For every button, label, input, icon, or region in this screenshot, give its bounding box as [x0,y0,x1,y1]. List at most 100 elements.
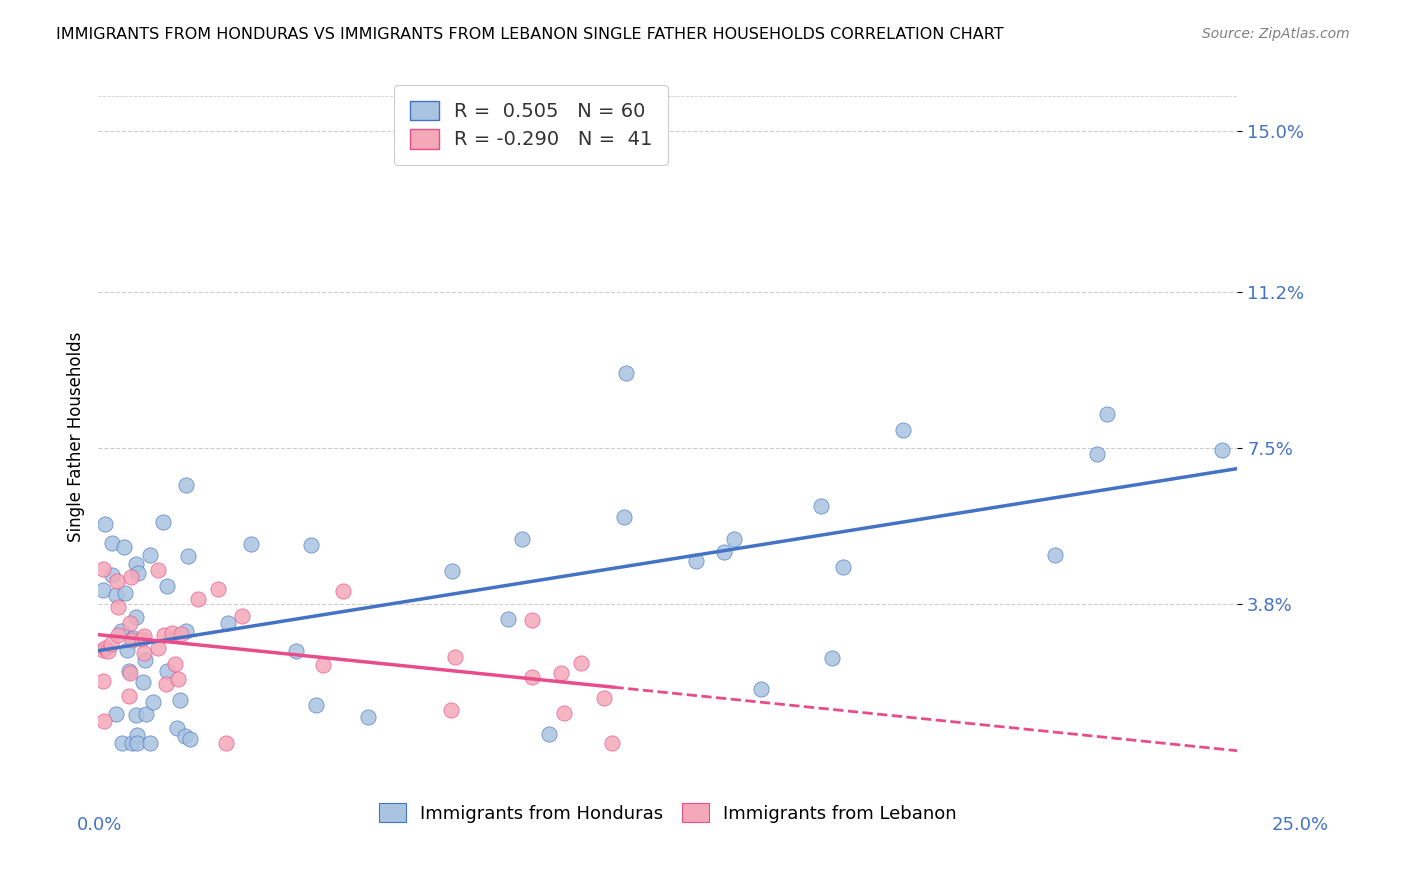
Point [111,736,134,750]
Point [357,710,380,724]
Point [312,658,335,673]
Point [101,568,124,582]
Point [105,707,128,722]
Point [132,646,155,660]
Point [155,677,177,691]
Legend: Immigrants from Honduras, Immigrants from Lebanon: Immigrants from Honduras, Immigrants fro… [370,794,966,831]
Point [163,657,186,671]
Point [520,613,543,627]
Point [134,653,156,667]
Point [179,732,201,747]
Point [135,707,157,722]
Point [125,708,148,723]
Point [97,643,120,657]
Point [174,729,197,743]
Point [118,615,141,630]
Point [100,535,122,549]
Point [93,714,115,728]
Point [127,736,149,750]
Point [162,625,184,640]
Point [152,515,174,529]
Point [440,703,463,717]
Point [132,674,155,689]
Point [496,612,519,626]
Point [118,689,141,703]
Point [723,532,745,546]
Point [121,736,143,750]
Point [127,566,149,580]
Point [284,644,307,658]
Point [444,650,467,665]
Point [810,499,832,513]
Point [115,643,138,657]
Point [174,478,197,492]
Point [240,536,263,550]
Point [553,706,575,720]
Point [122,631,145,645]
Point [94,640,117,655]
Point [125,728,148,742]
Point [91,562,114,576]
Point [156,664,179,678]
Point [550,665,572,680]
Point [139,548,162,562]
Point [166,673,188,687]
Point [510,532,533,546]
Text: IMMIGRANTS FROM HONDURAS VS IMMIGRANTS FROM LEBANON SINGLE FATHER HOUSEHOLDS COR: IMMIGRANTS FROM HONDURAS VS IMMIGRANTS F… [56,27,1004,42]
Point [120,570,142,584]
Text: Source: ZipAtlas.com: Source: ZipAtlas.com [1202,27,1350,41]
Point [440,564,463,578]
Point [520,670,543,684]
Text: 0.0%: 0.0% [77,816,122,834]
Point [613,509,636,524]
Point [332,584,354,599]
Point [713,544,735,558]
Point [91,642,114,657]
Point [231,608,253,623]
Point [1095,407,1118,421]
Point [1085,447,1108,461]
Point [166,721,188,735]
Point [217,616,239,631]
Point [537,726,560,740]
Point [118,664,141,678]
Point [176,624,198,639]
Point [569,656,592,670]
Point [110,624,132,638]
Point [125,609,148,624]
Point [94,517,117,532]
Point [749,682,772,697]
Point [131,632,153,646]
Point [169,693,191,707]
Point [299,538,322,552]
Point [100,637,122,651]
Point [600,736,623,750]
Point [305,698,328,712]
Point [207,582,229,597]
Point [105,574,128,588]
Point [1045,548,1067,562]
Point [125,557,148,571]
Point [120,666,142,681]
Point [134,629,156,643]
Point [821,651,844,665]
Point [148,640,170,655]
Point [187,591,209,606]
Point [139,736,162,750]
Point [155,579,177,593]
Point [112,540,135,554]
Point [1211,443,1233,458]
Point [214,736,236,750]
Point [107,600,129,615]
Point [170,627,193,641]
Point [142,695,165,709]
Point [105,588,128,602]
Y-axis label: Single Father Households: Single Father Households [66,332,84,542]
Point [107,627,129,641]
Point [121,633,143,648]
Point [593,691,616,706]
Point [148,563,170,577]
Point [893,423,915,437]
Point [91,583,114,598]
Point [114,586,136,600]
